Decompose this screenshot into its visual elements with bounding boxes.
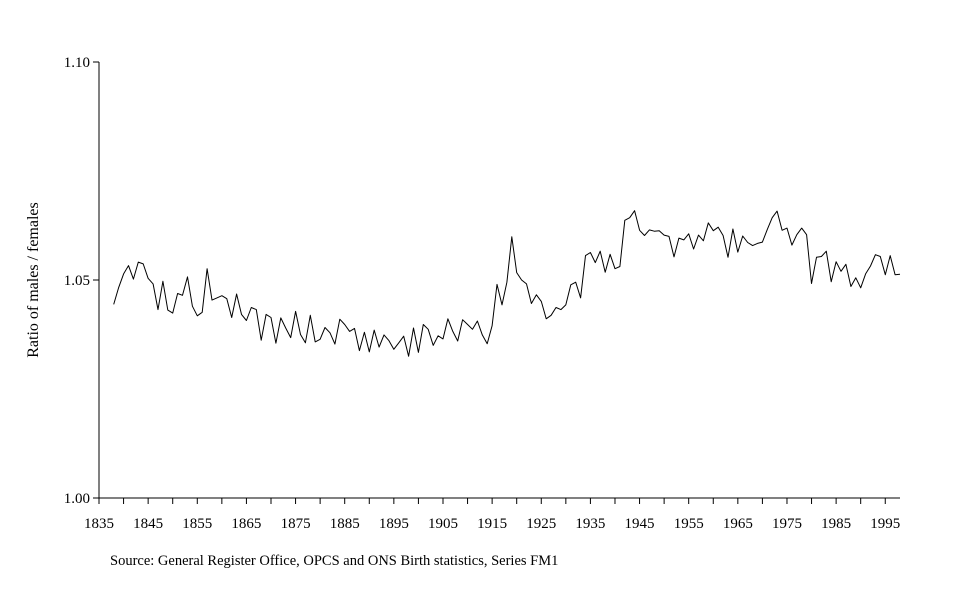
x-tick-label: 1865 [231, 516, 261, 532]
source-note: Source: General Register Office, OPCS an… [110, 553, 559, 569]
y-tick-label: 1.05 [64, 273, 90, 289]
x-tick-label: 1965 [723, 516, 753, 532]
x-tick-label: 1945 [625, 516, 655, 532]
x-axis: 1835 1845 1855 1865 1875 1885 1895 1905 1915 1925… [84, 498, 900, 532]
x-tick-label: 1955 [674, 516, 704, 532]
x-tick-label: 1975 [772, 516, 802, 532]
y-tick-label: 1.10 [64, 55, 90, 71]
x-tick-label: 1895 [379, 516, 409, 532]
x-tick-label: 1935 [575, 516, 605, 532]
x-tick-label: 1915 [477, 516, 507, 532]
x-tick-label: 1875 [281, 516, 311, 532]
x-tick-label: 1985 [821, 516, 851, 532]
y-tick-label: 1.00 [64, 491, 90, 507]
x-tick-label: 1855 [182, 516, 212, 532]
x-tick-label: 1905 [428, 516, 458, 532]
x-tick-label: 1885 [330, 516, 360, 532]
y-axis-title: Ratio of males / females [25, 202, 42, 358]
x-tick-label: 1845 [133, 516, 163, 532]
x-tick-label: 1995 [870, 516, 900, 532]
series-line [113, 210, 901, 357]
x-tick-label: 1835 [84, 516, 114, 532]
x-tick-label: 1925 [526, 516, 556, 532]
y-axis: 1.00 1.05 1.10 [64, 55, 99, 507]
